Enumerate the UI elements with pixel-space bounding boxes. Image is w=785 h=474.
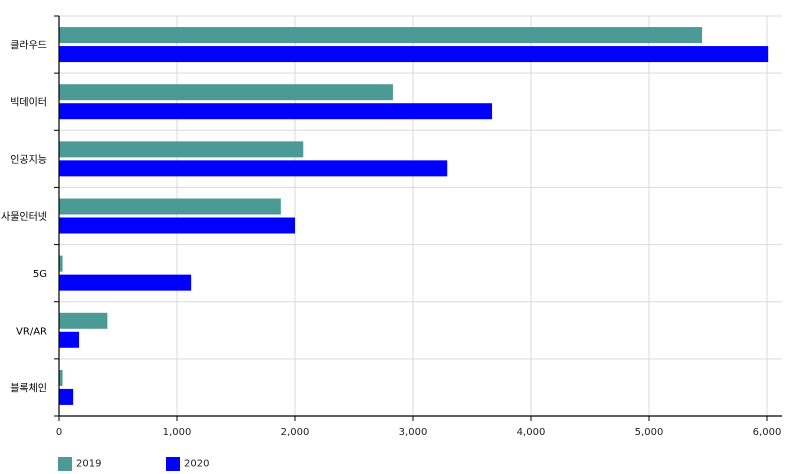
bar-2019-1: [59, 84, 393, 101]
x-tick-label-4: 4,000: [517, 427, 546, 438]
x-tick-label-1: 1,000: [163, 427, 192, 438]
y-tick-label-3: 사물인터넷: [1, 211, 47, 223]
y-tick-label-6: 블록체인: [10, 382, 47, 394]
x-tick-label-6: 6,000: [753, 427, 782, 438]
legend-swatch-2019: [58, 457, 72, 471]
bar-2019-6: [59, 369, 63, 386]
bar-2020-5: [59, 331, 80, 348]
bar-2020-3: [59, 217, 295, 234]
bar-2020-4: [59, 274, 192, 291]
bar-2020-0: [59, 46, 769, 63]
bar-2019-0: [59, 27, 703, 44]
y-tick-label-4: 5G: [33, 269, 47, 280]
bar-2020-1: [59, 103, 493, 120]
bar-2019-4: [59, 255, 63, 272]
legend-label-2019: 2019: [76, 458, 102, 470]
y-tick-label-2: 인공지능: [10, 154, 47, 166]
bar-2019-5: [59, 312, 108, 329]
axes: [54, 15, 782, 421]
legend-item-2019[interactable]: 2019: [58, 457, 101, 471]
x-tick-labels: 0 1,000 2,000 3,000 4,000 5,000 6,000: [56, 427, 782, 438]
y-tick-label-0: 클라우드: [10, 40, 47, 52]
legend-label-2020: 2020: [184, 458, 210, 470]
bars: [59, 27, 769, 405]
legend-item-2020[interactable]: 2020: [166, 457, 209, 471]
bar-2020-6: [59, 388, 74, 405]
grid-lines: [58, 15, 782, 417]
legend-swatch-2020: [166, 457, 180, 471]
bar-2020-2: [59, 160, 448, 177]
y-tick-label-5: VR/AR: [16, 326, 47, 337]
x-tick-label-0: 0: [56, 427, 62, 438]
y-tick-label-1: 빅데이터: [10, 97, 47, 109]
x-tick-label-2: 2,000: [281, 427, 310, 438]
bar-2019-3: [59, 198, 281, 215]
x-tick-label-3: 3,000: [399, 427, 428, 438]
bar-2019-2: [59, 141, 304, 158]
x-tick-label-5: 5,000: [635, 427, 664, 438]
